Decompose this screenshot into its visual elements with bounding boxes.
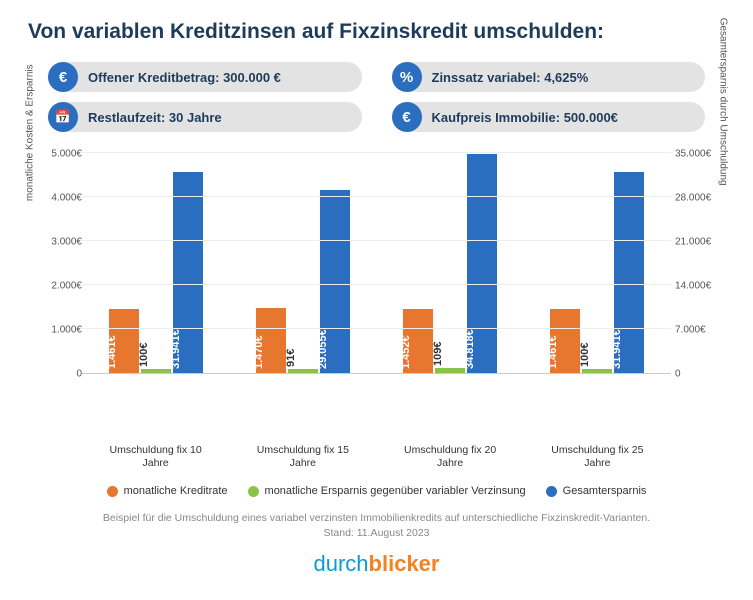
legend-swatch — [248, 486, 259, 497]
legend-item: monatliche Ersparnis gegenüber variabler… — [248, 485, 526, 497]
legend-label: monatliche Ersparnis gegenüber variabler… — [265, 485, 526, 497]
chart-plot-area: 1.461€100€31.941€1.470€91€29.055€1.452€1… — [82, 154, 671, 374]
pill-property-price: € Kaufpreis Immobilie: 500.000€ — [392, 102, 706, 132]
calendar-icon: 📅 — [48, 102, 78, 132]
y-tick-right: 14.000€ — [675, 281, 719, 292]
legend-item: monatliche Kreditrate — [107, 485, 228, 497]
y-axis-right: 07.000€14.000€21.000€28.000€35.000€ — [671, 154, 715, 374]
x-axis-label: Umschuldung fix 20 Jahre — [395, 444, 505, 469]
pill-text: Zinssatz variabel: 4,625% — [432, 70, 589, 85]
pill-text: Offener Kreditbetrag: 300.000 € — [88, 70, 281, 85]
y-tick-right: 21.000€ — [675, 237, 719, 248]
chart-container: monatliche Kosten & Ersparnis 01.000€2.0… — [38, 154, 715, 434]
bar-value-label: 34.818€ — [464, 329, 476, 369]
bar-group: 1.461€100€31.941€ — [101, 172, 211, 373]
y-tick-left: 0 — [38, 369, 82, 380]
logo-part-2: blicker — [369, 551, 440, 576]
x-axis-label: Umschuldung fix 15 Jahre — [248, 444, 358, 469]
legend-swatch — [546, 486, 557, 497]
bar-value-label: 1.461€ — [106, 335, 118, 369]
legend-label: monatliche Kreditrate — [124, 485, 228, 497]
bar-rate: 1.470€ — [256, 308, 286, 373]
bar-groups: 1.461€100€31.941€1.470€91€29.055€1.452€1… — [82, 154, 671, 373]
bar-group: 1.461€100€31.941€ — [542, 172, 652, 373]
bar-value-label: 31.941€ — [170, 329, 182, 369]
x-axis-labels: Umschuldung fix 10 Jahre Umschuldung fix … — [82, 444, 671, 469]
bar-ersp: 109€ — [435, 368, 465, 373]
grid-line — [82, 196, 671, 197]
bar-value-label: 1.461€ — [547, 335, 559, 369]
bar-gesamt: 29.055€ — [320, 190, 350, 373]
bar-ersp: 100€ — [582, 369, 612, 373]
y-tick-left: 2.000€ — [38, 281, 82, 292]
caption-line-1: Beispiel für die Umschuldung eines varia… — [103, 512, 650, 524]
bar-ersp: 100€ — [141, 369, 171, 373]
bar-value-label: 100€ — [138, 342, 150, 366]
y-axis-right-label: Gesamtersparnis durch Umschuldung — [718, 18, 729, 186]
brand-logo: durchblicker — [28, 551, 725, 577]
legend-label: Gesamtersparnis — [563, 485, 647, 497]
legend-swatch — [107, 486, 118, 497]
y-axis-left: 01.000€2.000€3.000€4.000€5.000€ — [38, 154, 82, 374]
bar-value-label: 31.941€ — [611, 329, 623, 369]
pill-credit-amount: € Offener Kreditbetrag: 300.000 € — [48, 62, 362, 92]
bar-group: 1.452€109€34.818€ — [395, 154, 505, 373]
y-tick-right: 7.000€ — [675, 325, 719, 336]
bar-value-label: 1.470€ — [253, 335, 265, 369]
bar-gesamt: 31.941€ — [614, 172, 644, 373]
bar-value-label: 109€ — [432, 342, 444, 366]
bar-group: 1.470€91€29.055€ — [248, 190, 358, 373]
bar-rate: 1.452€ — [403, 309, 433, 373]
y-tick-right: 0 — [675, 369, 719, 380]
bar-gesamt: 31.941€ — [173, 172, 203, 373]
y-tick-right: 28.000€ — [675, 193, 719, 204]
grid-line — [82, 328, 671, 329]
pill-interest-rate: % Zinssatz variabel: 4,625% — [392, 62, 706, 92]
y-tick-left: 3.000€ — [38, 237, 82, 248]
y-tick-right: 35.000€ — [675, 149, 719, 160]
pill-text: Restlaufzeit: 30 Jahre — [88, 110, 222, 125]
x-axis-label: Umschuldung fix 25 Jahre — [542, 444, 652, 469]
page-title: Von variablen Kreditzinsen auf Fixzinskr… — [28, 20, 725, 44]
bar-gesamt: 34.818€ — [467, 154, 497, 373]
bar-rate: 1.461€ — [109, 309, 139, 373]
caption-line-2: Stand: 11.August 2023 — [323, 527, 429, 539]
y-axis-left-label: monatliche Kosten & Ersparnis — [25, 64, 36, 201]
euro-icon: € — [48, 62, 78, 92]
x-axis-label: Umschuldung fix 10 Jahre — [101, 444, 211, 469]
grid-line — [82, 240, 671, 241]
bar-value-label: 100€ — [579, 342, 591, 366]
euro-icon: € — [392, 102, 422, 132]
y-tick-left: 4.000€ — [38, 193, 82, 204]
info-pills-grid: € Offener Kreditbetrag: 300.000 € % Zins… — [28, 62, 725, 132]
bar-value-label: 1.452€ — [400, 335, 412, 369]
chart-caption: Beispiel für die Umschuldung eines varia… — [28, 511, 725, 540]
chart-legend: monatliche Kreditrate monatliche Ersparni… — [28, 485, 725, 497]
pill-text: Kaufpreis Immobilie: 500.000€ — [432, 110, 618, 125]
bar-rate: 1.461€ — [550, 309, 580, 373]
bar-ersp: 91€ — [288, 369, 318, 373]
legend-item: Gesamtersparnis — [546, 485, 647, 497]
grid-line — [82, 152, 671, 153]
bar-value-label: 91€ — [285, 349, 297, 367]
bar-value-label: 29.055€ — [317, 329, 329, 369]
y-tick-left: 5.000€ — [38, 149, 82, 160]
percent-icon: % — [392, 62, 422, 92]
logo-part-1: durch — [314, 551, 369, 576]
pill-remaining-term: 📅 Restlaufzeit: 30 Jahre — [48, 102, 362, 132]
y-tick-left: 1.000€ — [38, 325, 82, 336]
grid-line — [82, 284, 671, 285]
